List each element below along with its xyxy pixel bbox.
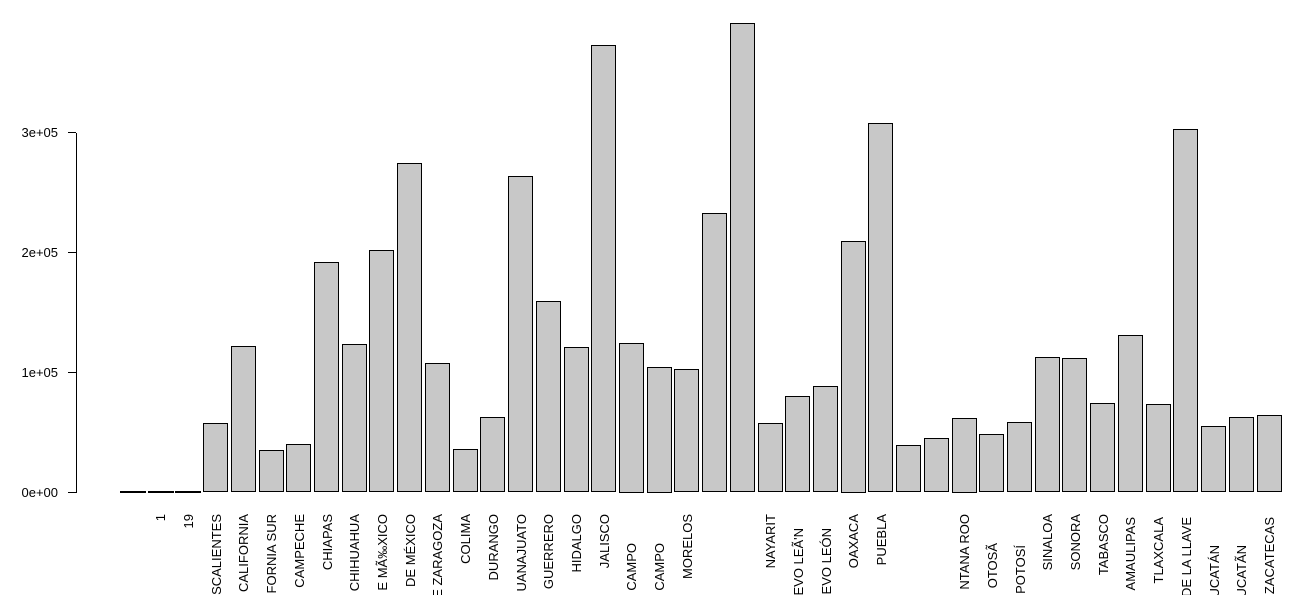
bar [674,369,700,493]
bar-baseline-dash [175,491,202,493]
bar [508,175,534,493]
y-axis-tick [68,252,76,253]
y-axis-tick [68,372,76,373]
bar [729,23,755,493]
bar [1145,404,1171,493]
bar [1007,422,1033,493]
bar [813,385,838,493]
bar [591,44,617,493]
bar [1201,425,1227,493]
bar [896,445,922,493]
bar-baseline-dash [120,491,146,493]
bar [979,433,1005,493]
bar [757,423,783,493]
bar [341,343,367,493]
bar [1228,417,1254,493]
bar [535,301,561,493]
y-axis-tick-label: 2e+05 [21,244,58,260]
y-axis-tick-label: 3e+05 [21,124,58,140]
y-axis-tick-label: 0e+00 [21,484,58,500]
bar [785,395,811,493]
bar [286,443,312,493]
bar [923,438,949,493]
bar [480,417,506,493]
bar [424,363,450,493]
y-axis-line [76,132,77,493]
bar [1034,357,1060,493]
y-axis-tick [68,492,76,493]
y-axis-tick [68,132,76,133]
bar [563,347,589,493]
bar [1117,334,1143,493]
bar [646,366,672,493]
bar [702,212,728,493]
bar [397,163,423,493]
bar [258,449,284,493]
bar [1090,403,1116,493]
bar [452,449,478,493]
bar [1062,358,1088,493]
bar [314,262,340,493]
bar [868,122,894,493]
bar [1256,415,1282,493]
bar-baseline-dash [147,491,174,493]
y-axis-tick-label: 1e+05 [21,364,58,380]
bar [1173,128,1199,493]
bar [840,240,866,493]
bar [618,342,644,493]
bar [230,345,256,493]
bar [369,249,395,493]
bar [951,417,977,493]
bar [203,423,229,493]
